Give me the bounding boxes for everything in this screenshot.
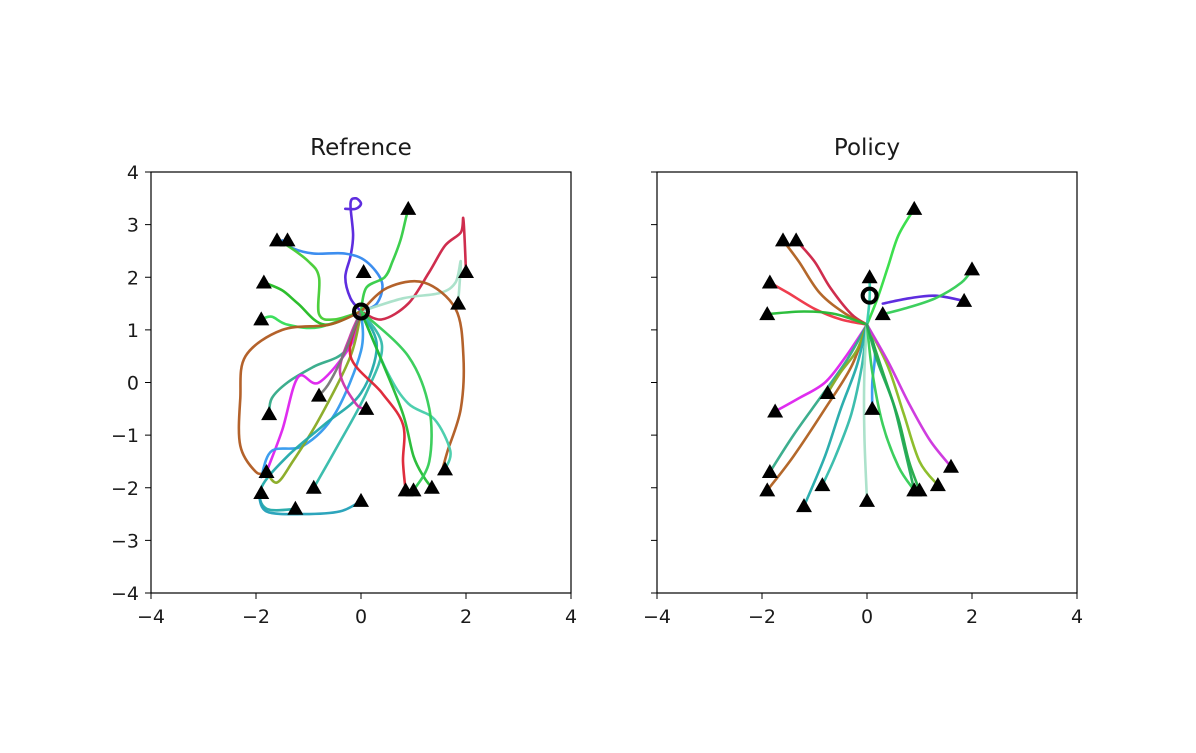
goal-marker bbox=[353, 492, 369, 507]
y-tick-label: −2 bbox=[111, 478, 139, 500]
trajectory-line bbox=[826, 323, 869, 395]
goal-marker bbox=[255, 274, 272, 289]
goal-marker bbox=[405, 482, 422, 497]
trajectory-line bbox=[359, 310, 433, 492]
trajectory-line bbox=[260, 310, 365, 479]
goal-marker bbox=[311, 387, 327, 402]
goal-marker bbox=[761, 274, 778, 289]
trajectory-line bbox=[802, 323, 869, 508]
trajectory-line bbox=[865, 323, 953, 468]
x-tick-label: 4 bbox=[565, 606, 577, 628]
trajectory-line bbox=[768, 323, 869, 474]
goal-marker bbox=[258, 463, 275, 478]
goal-marker bbox=[906, 200, 923, 215]
axes-frame bbox=[656, 171, 1078, 594]
plot-title: Policy bbox=[834, 135, 900, 161]
y-tick-label: 1 bbox=[127, 320, 139, 342]
x-tick-label: −2 bbox=[748, 606, 776, 628]
goal-marker bbox=[859, 492, 875, 507]
goal-marker bbox=[956, 292, 973, 307]
trajectories bbox=[766, 207, 974, 508]
goal-marker bbox=[964, 261, 980, 276]
axes-frame bbox=[150, 171, 572, 594]
trajectory-line bbox=[881, 268, 974, 316]
goal-marker bbox=[400, 200, 417, 215]
trajectory-line bbox=[773, 323, 869, 413]
trajectory-line bbox=[344, 196, 363, 313]
goal-marker bbox=[767, 403, 784, 418]
plot-title: Refrence bbox=[310, 135, 412, 161]
y-tick-label: 4 bbox=[127, 162, 139, 184]
start-marker bbox=[352, 302, 370, 321]
goal-marker bbox=[911, 482, 928, 497]
goal-marker bbox=[305, 479, 322, 494]
goal-marker bbox=[287, 500, 304, 515]
goal-marker bbox=[253, 311, 270, 326]
x-tick-label: 2 bbox=[966, 606, 978, 628]
y-tick-label: 0 bbox=[127, 373, 139, 395]
trajectory-line bbox=[348, 310, 407, 492]
start-marker bbox=[860, 286, 879, 305]
goal-marker bbox=[355, 263, 372, 278]
x-tick-label: 0 bbox=[355, 606, 367, 628]
reference-panel: Refrence −4 −2 0 2 4 −4 −3 −2 −1 0 1 2 3 4 bbox=[111, 135, 577, 628]
trajectory-line bbox=[359, 207, 410, 313]
trajectory-line bbox=[865, 323, 916, 492]
goal-marker bbox=[458, 263, 474, 278]
x-tick-label: 0 bbox=[861, 606, 873, 628]
trajectory-line bbox=[359, 216, 468, 321]
goal-marker bbox=[759, 306, 776, 321]
goal-marker bbox=[437, 461, 453, 476]
goal-marker bbox=[279, 232, 296, 247]
trajectory-line bbox=[865, 323, 940, 487]
x-tick-label: −4 bbox=[137, 606, 165, 628]
trajectory-line bbox=[359, 259, 463, 313]
goal-marker bbox=[864, 400, 881, 415]
trajectory-line bbox=[766, 310, 869, 326]
x-tick-label: −4 bbox=[643, 606, 671, 628]
trajectory-line bbox=[768, 281, 869, 326]
x-tick-label: 2 bbox=[460, 606, 472, 628]
x-tick-label: 4 bbox=[1071, 606, 1083, 628]
trajectories bbox=[237, 196, 468, 516]
trajectory-line bbox=[865, 207, 916, 326]
goal-marker bbox=[269, 232, 285, 247]
trajectory-line bbox=[766, 323, 869, 492]
trajectory-line bbox=[275, 239, 363, 322]
trajectory-line bbox=[257, 491, 363, 516]
trajectory-line bbox=[312, 310, 384, 490]
goal-marker bbox=[450, 295, 467, 310]
y-tick-label: −1 bbox=[111, 425, 139, 447]
goal-marker bbox=[775, 232, 791, 247]
trajectory-line bbox=[359, 310, 434, 490]
goal-marker bbox=[814, 477, 831, 492]
goal-marker bbox=[788, 232, 805, 247]
goal-marker bbox=[796, 498, 812, 513]
goal-marker bbox=[759, 482, 776, 497]
trajectory-line bbox=[881, 294, 966, 305]
trajectory-line bbox=[865, 323, 916, 492]
goal-marker bbox=[819, 385, 836, 400]
y-tick-label: −3 bbox=[111, 530, 139, 552]
goal-marker bbox=[253, 485, 270, 500]
y-tick-label: 2 bbox=[127, 267, 139, 289]
goal-marker bbox=[358, 400, 375, 415]
trajectory-line bbox=[821, 323, 869, 487]
y-tick-label: 3 bbox=[127, 215, 139, 237]
goal-marker bbox=[761, 463, 778, 478]
trajectory-line bbox=[237, 310, 363, 476]
y-tick-label: −4 bbox=[111, 583, 139, 605]
goal-marker bbox=[943, 458, 959, 473]
policy-panel: Policy −4 −2 0 2 4 bbox=[643, 135, 1083, 628]
goal-marker bbox=[929, 477, 946, 492]
goal-marker bbox=[261, 406, 278, 421]
trajectory-line bbox=[317, 310, 363, 397]
trajectory-line bbox=[862, 323, 869, 503]
goal-marker bbox=[861, 269, 878, 284]
goal-marker bbox=[874, 306, 891, 321]
goal-marker bbox=[423, 479, 440, 494]
x-tick-label: −2 bbox=[242, 606, 270, 628]
